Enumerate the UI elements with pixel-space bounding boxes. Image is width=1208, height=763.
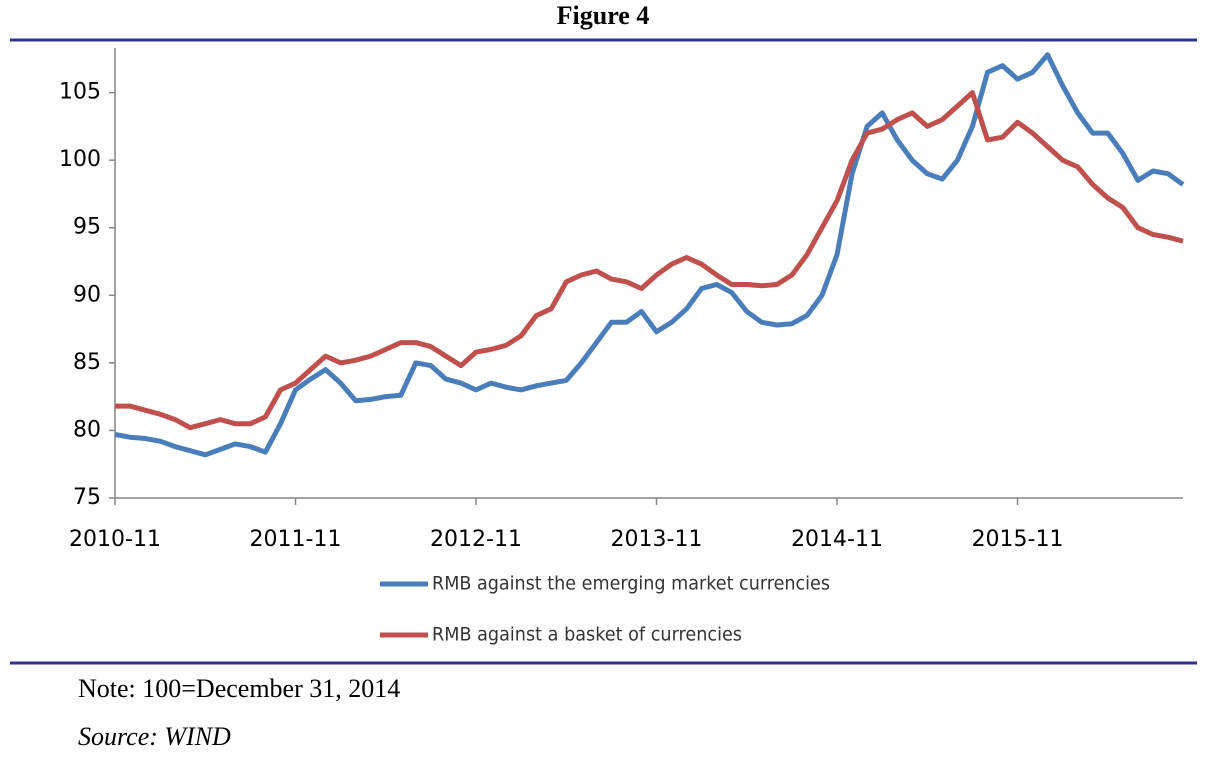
y-tick-label: 80 bbox=[73, 417, 101, 442]
x-tick-label: 2015-11 bbox=[972, 527, 1064, 552]
series-line bbox=[114, 52, 1185, 458]
x-tick-label: 2011-11 bbox=[250, 527, 342, 552]
y-tick-label: 75 bbox=[73, 485, 101, 510]
figure-title: Figure 4 bbox=[557, 1, 650, 30]
y-tick-label: 90 bbox=[73, 282, 101, 307]
x-tick-label: 2010-11 bbox=[69, 527, 161, 552]
source: Source: WIND bbox=[78, 722, 231, 751]
plot: 75 80 85 90 95 100 105 2010-11 2011-11 2012-11 201… bbox=[59, 48, 1185, 646]
legend-label: RMB against a basket of currencies bbox=[432, 624, 742, 646]
x-tick-label: 2014-11 bbox=[791, 527, 883, 552]
y-tick-label: 95 bbox=[73, 215, 101, 240]
legend-label: RMB against the emerging market currenci… bbox=[432, 573, 830, 595]
y-tick-label: 85 bbox=[73, 350, 101, 375]
series-line bbox=[115, 90, 1184, 431]
x-tick-label: 2012-11 bbox=[430, 527, 522, 552]
y-tick-label: 100 bbox=[59, 147, 101, 172]
note: Note: 100=December 31, 2014 bbox=[78, 674, 400, 703]
x-tick-label: 2013-11 bbox=[611, 527, 703, 552]
y-tick-label: 105 bbox=[59, 80, 101, 105]
